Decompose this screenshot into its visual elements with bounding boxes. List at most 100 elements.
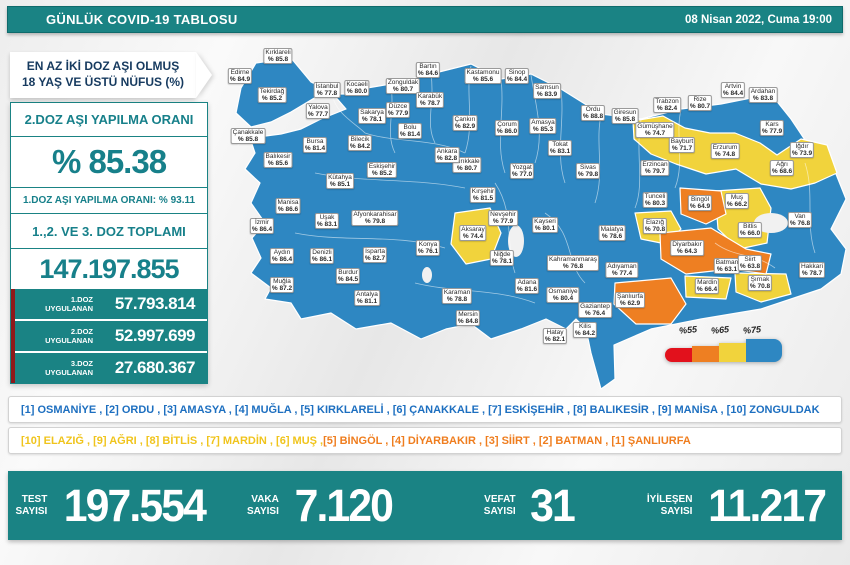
province-label: Niğde% 78.1 [489,250,515,266]
daily-stat: VAKA SAYISI 7.120 [217,480,426,532]
vaccine-stats-panel: 2.DOZ AŞI YAPILMA ORANI % 85.38 1.DOZ AŞ… [10,102,208,384]
total-doses-label: 1.,2. VE 3. DOZ TOPLAMI [11,214,207,249]
province-label: Bayburt% 71.7 [668,137,696,153]
province-label: Manisa% 86.6 [275,198,301,214]
province-label: Yalova% 77.7 [305,103,331,119]
province-label: Batman% 63.1 [713,258,741,274]
province-label: Osmaniye% 80.4 [546,287,580,303]
dose-value: 27.680.367 [114,358,196,377]
vaccinated-population-callout: EN AZ İKİ DOZ AŞI OLMUŞ 18 YAŞ VE ÜSTÜ N… [10,52,196,98]
province-label: Sivas% 79.8 [575,163,601,179]
lake-tuz [508,225,524,257]
lake-beysehir [422,267,432,283]
second-dose-rate-value: % 85.38 [11,137,207,188]
province-label: Malatya% 78.6 [598,225,626,241]
province-label: Karabük% 78.7 [415,92,445,108]
province-label: Samsun% 83.9 [533,83,561,99]
report-date: 08 Nisan 2022, Cuma 19:00 [684,13,832,26]
map-legend: %55 %65 %75 [665,324,800,362]
total-doses-value: 147.197.855 [39,253,179,284]
province-label: Trabzon% 82.4 [653,97,681,113]
lake-van [754,213,788,233]
province-label: Zonguldak% 80.7 [385,78,421,94]
province-label: Antalya% 81.1 [354,290,380,306]
map-region-orange-sanliurfa [613,277,687,325]
second-dose-rate-label: 2.DOZ AŞI YAPILMA ORANI [11,103,207,137]
province-label: Düzce% 77.9 [385,102,411,118]
legend-label: %65 [710,324,730,336]
province-label: Çanakkale% 85.8 [230,128,266,144]
province-label: Denizli% 86.1 [309,248,335,264]
province-label: Gümüşhane% 74.7 [635,122,675,138]
legend-segment [692,346,719,362]
province-label: Siirt% 63.8 [737,255,763,271]
legend-segment [746,339,782,362]
worst-provinces-line: [10] ELAZIĞ , [9] AĞRI , [8] BİTLİS , [7… [8,427,842,454]
province-label: Kırşehir% 81.5 [469,187,497,203]
best-provinces-text: [1] OSMANİYE , [2] ORDU , [3] AMASYA , [… [21,403,820,416]
province-label: Bartın% 84.6 [415,62,441,78]
province-label: Burdur% 84.5 [335,268,361,284]
callout-line1: EN AZ İKİ DOZ AŞI OLMUŞ [26,59,180,74]
daily-stat: VEFAT SAYISI 31 [425,480,634,532]
province-label: Kilis% 84.2 [572,322,598,338]
first-dose-rate-line: 1.DOZ AŞI YAPILMA ORANI: % 93.11 [11,188,207,214]
daily-stat: İYİLEŞEN SAYISI 11.217 [634,480,843,532]
province-label: Diyarbakır% 64.3 [670,240,704,256]
province-label: Erzurum% 74.8 [710,143,740,159]
dose-rows: 1.DOZ UYGULANAN 57.793.814 2.DOZ UYGULANAN 52… [11,289,207,383]
dose-row: 1.DOZ UYGULANAN 57.793.814 [15,289,207,321]
province-label: Bolu% 81.4 [397,123,423,139]
callout-line2: 18 YAŞ VE ÜSTÜ NÜFUS (%) [21,75,185,89]
province-label: Amasya% 85.3 [529,118,557,134]
province-label: Aydın% 86.4 [269,248,295,264]
province-label: Eskişehir% 85.2 [366,162,398,178]
province-label: Ordu% 88.8 [580,105,606,121]
province-label: Hakkari% 78.7 [798,262,826,278]
daily-stat-value: 11.217 [708,479,828,531]
province-label: Kocaeli% 80.0 [344,80,370,96]
province-label: Edirne% 84.9 [227,68,253,84]
province-label: Afyonkarahisar% 79.8 [351,210,399,226]
dose-label: 3.DOZ UYGULANAN [45,358,93,377]
dose-value: 57.793.814 [114,294,196,313]
province-label: Kahramanmaraş% 76.8 [546,255,600,271]
province-label: Karaman% 78.8 [441,288,473,304]
daily-stat-value: 197.554 [64,479,207,531]
province-label: Bingöl% 64.9 [687,195,713,211]
province-label: Elazığ% 70.8 [642,218,668,234]
daily-stat: TEST SAYISI 197.554 [8,480,217,532]
province-label: Erzincan% 79.7 [640,160,670,176]
daily-stat-value: 7.120 [294,479,393,531]
province-label: Nevşehir% 77.9 [488,210,518,226]
province-label: Sinop% 84.4 [504,68,530,84]
worst-provinces-yellow: [10] ELAZIĞ , [9] AĞRI , [8] BİTLİS , [7… [21,434,324,447]
province-label: Artvin% 84.4 [720,82,746,98]
daily-stat-label: VEFAT SAYISI [483,493,516,517]
province-label: Iğdır% 73.9 [789,142,815,158]
province-label: Kırıkkale% 80.7 [452,157,482,173]
province-label: Bilecik% 84.2 [347,135,373,151]
province-label: Kastamonu% 85.6 [464,68,502,84]
province-label: Adana% 81.6 [514,278,540,294]
province-label: Rize% 80.7 [687,95,713,111]
province-label: Yozgat% 77.0 [509,163,535,179]
province-label: Balıkesir% 85.6 [263,152,293,168]
legend-label: %75 [742,324,762,336]
province-label: Aksaray% 74.4 [459,225,487,241]
dose-label: 2.DOZ UYGULANAN [45,326,93,345]
province-label: Tokat% 83.1 [547,140,573,156]
province-label: Tunceli% 80.3 [642,192,668,208]
province-label: Mardin% 66.4 [694,278,720,294]
legend-bar [665,339,800,362]
province-label: Muş% 66.2 [724,193,750,209]
province-label: Çorum% 86.0 [494,120,520,136]
dose-row: 3.DOZ UYGULANAN 27.680.367 [15,353,207,383]
daily-stat-value: 31 [529,479,576,531]
province-label: Muğla% 87.2 [269,277,295,293]
province-label: Van% 76.8 [787,212,813,228]
best-provinces-line: [1] OSMANİYE , [2] ORDU , [3] AMASYA , [… [8,396,842,423]
province-label: Şırnak% 70.8 [747,275,773,291]
province-label: Çankırı% 82.9 [452,115,478,131]
